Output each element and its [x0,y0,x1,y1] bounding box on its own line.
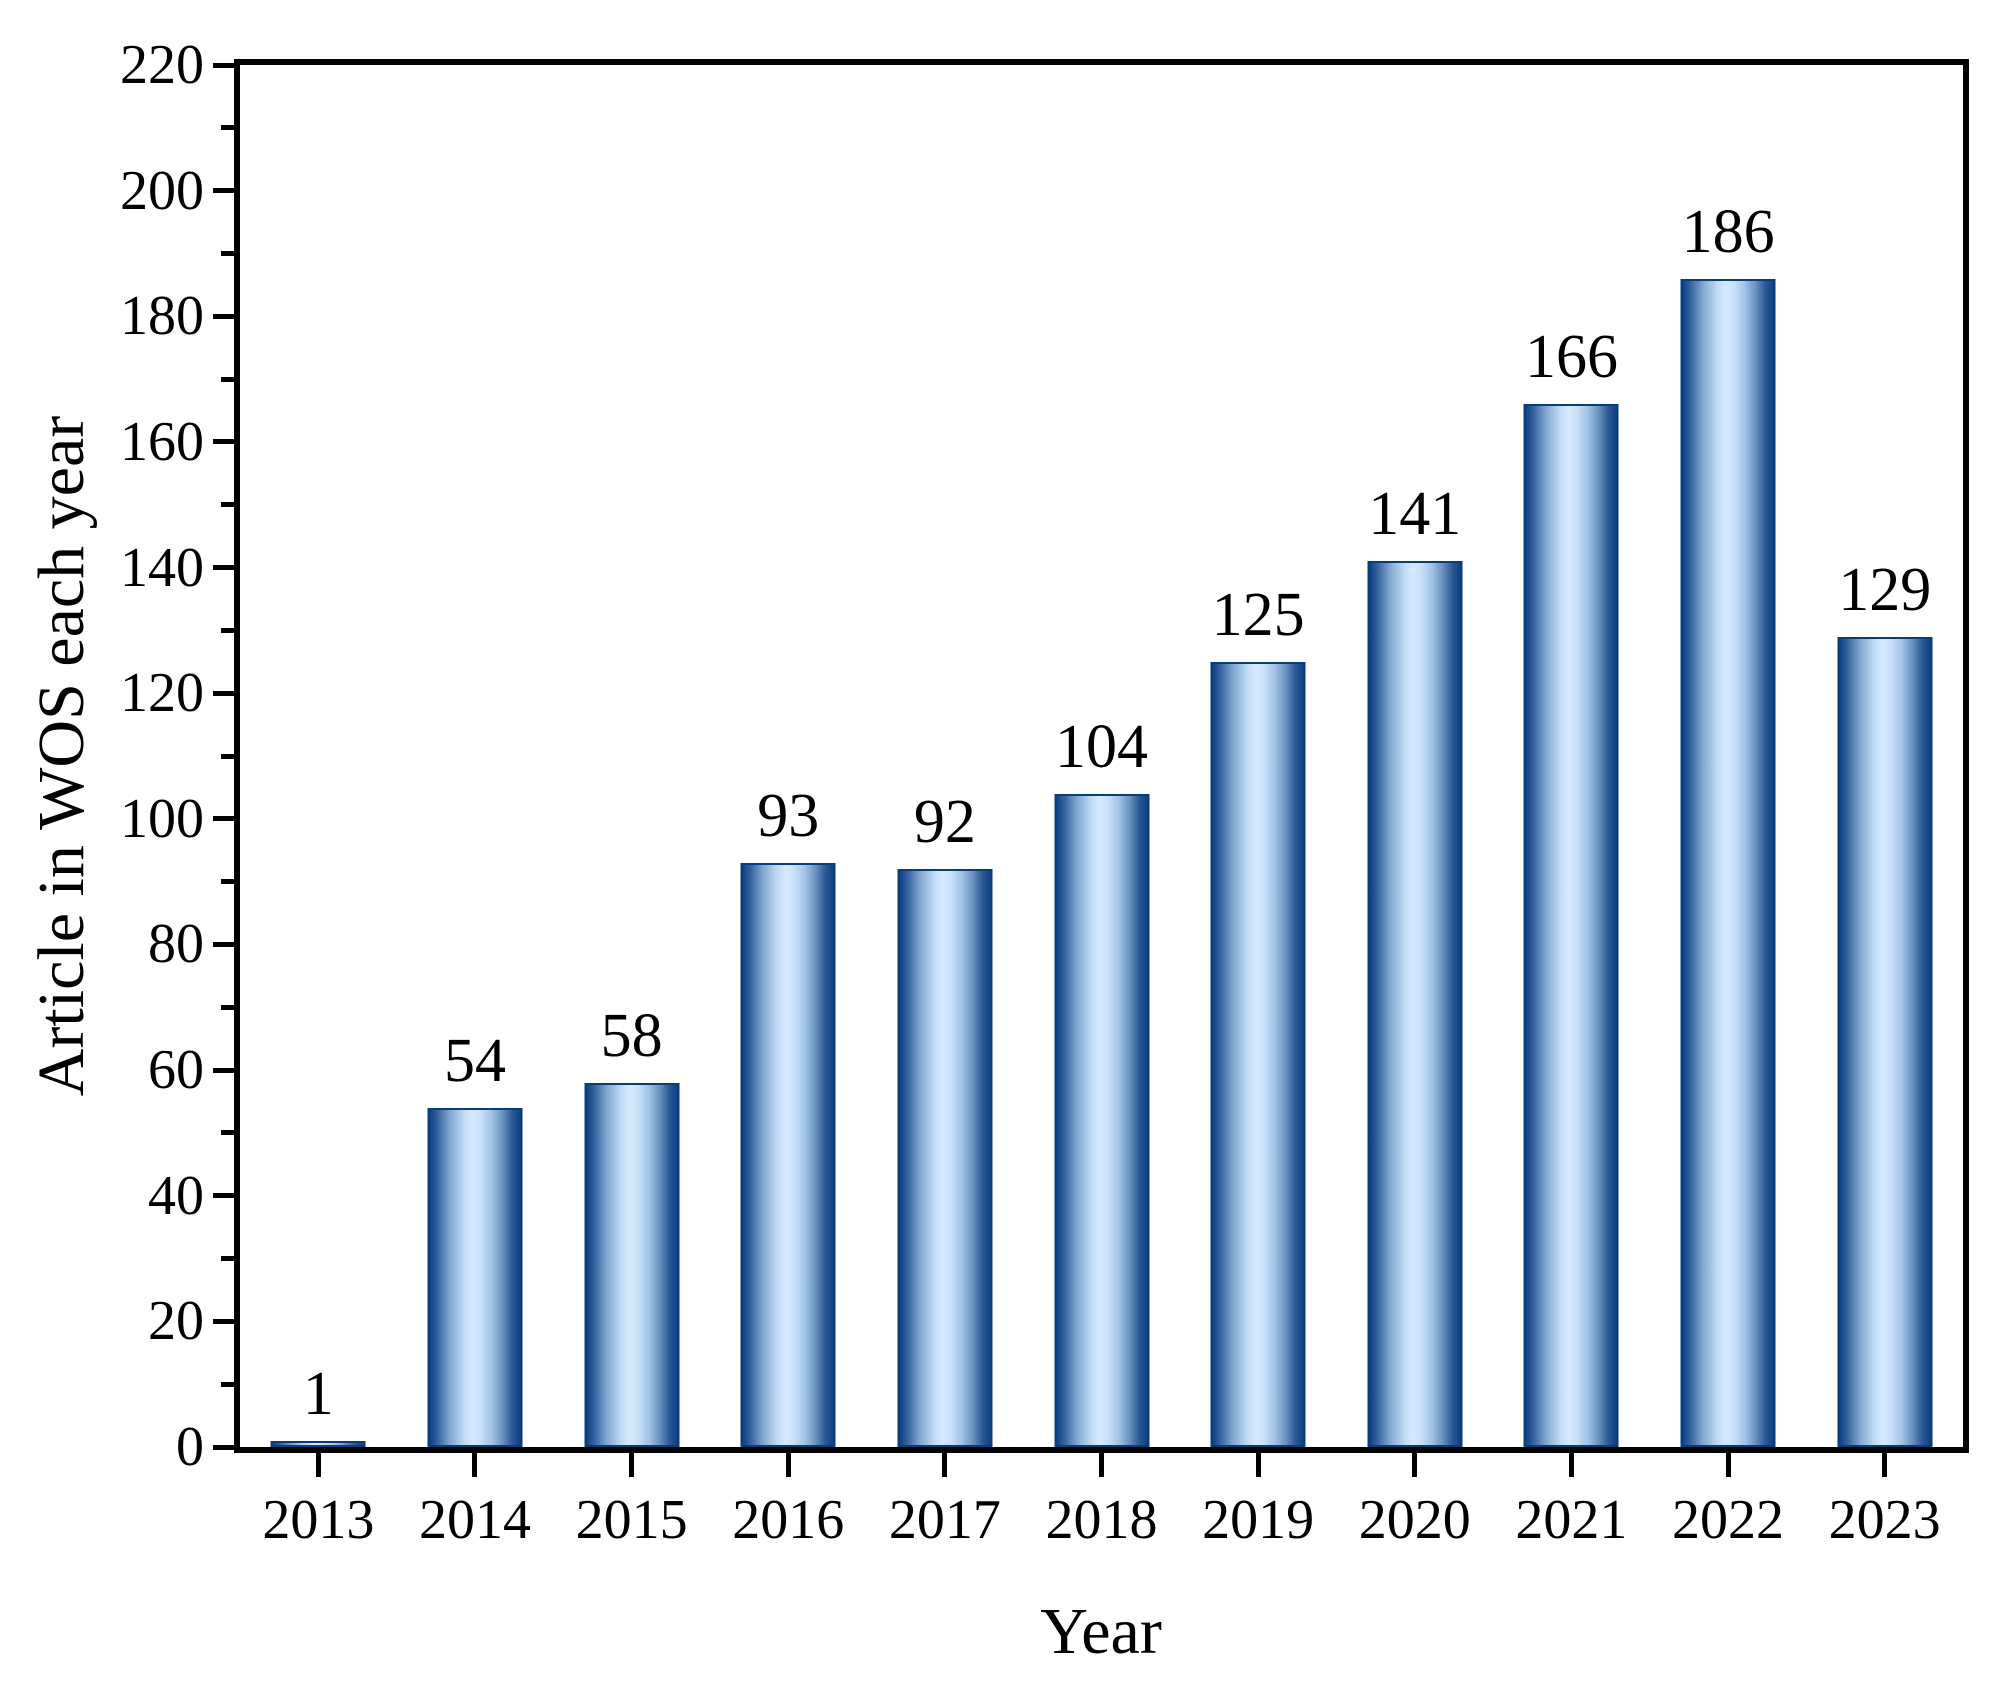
y-tick-0 [213,1444,234,1450]
bar-value-label-2017: 92 [913,788,976,857]
bar-slot: 129 [1806,65,1963,1447]
y-minor-tick-210 [221,125,234,131]
y-minor-tick-150 [221,502,234,508]
x-tick-label-2023: 2023 [1828,1489,1941,1551]
y-minor-tick-110 [221,753,234,759]
bar-value-label-2023: 129 [1838,555,1932,624]
y-minor-tick-10 [221,1381,234,1387]
bar-slot: 1 [240,65,397,1447]
y-tick-180 [213,313,234,319]
x-tick-2016 [785,1453,791,1477]
x-tick-2017 [942,1453,948,1477]
bar-value-label-2016: 93 [757,781,820,850]
x-tick-label-2022: 2022 [1672,1489,1785,1551]
bar-value-label-2020: 141 [1368,480,1462,549]
y-tick-120 [213,690,234,696]
y-minor-tick-90 [221,879,234,885]
x-tick-label-2018: 2018 [1045,1489,1158,1551]
bar-2021 [1523,404,1619,1447]
bar-value-label-2015: 58 [600,1001,663,1070]
y-minor-tick-30 [221,1256,234,1262]
y-tick-label-100: 100 [120,787,204,850]
x-tick-2014 [472,1453,478,1477]
bar-value-label-2021: 166 [1524,323,1618,392]
y-tick-label-0: 0 [176,1416,204,1478]
y-axis-title: Article in WOS each year [25,415,98,1097]
y-tick-100 [213,816,234,822]
bar-value-label-2022: 186 [1681,197,1775,266]
y-tick-label-120: 120 [120,662,204,725]
x-tick-label-2020: 2020 [1358,1489,1471,1551]
bar-2017 [897,869,993,1447]
y-tick-220 [213,62,234,68]
x-axis-title: Year [1040,1595,1162,1668]
y-tick-label-80: 80 [148,913,204,976]
y-minor-tick-130 [221,627,234,633]
y-tick-label-60: 60 [148,1039,204,1102]
bars-layer: 1 54 58 93 92 104 125 141 166 186 129 [240,65,1963,1447]
y-minor-tick-70 [221,1004,234,1010]
x-tick-label-2016: 2016 [732,1489,845,1551]
y-tick-label-140: 140 [120,536,204,599]
y-minor-tick-190 [221,250,234,256]
bar-2019 [1210,661,1306,1447]
bar-2020 [1367,561,1463,1447]
bar-slot: 58 [553,65,710,1447]
y-tick-label-220: 220 [120,34,204,96]
x-tick-2019 [1255,1453,1261,1477]
x-tick-label-2014: 2014 [418,1489,531,1551]
bar-slot: 104 [1023,65,1180,1447]
bar-2016 [740,862,836,1447]
y-tick-140 [213,565,234,571]
bar-value-label-2013: 1 [302,1359,334,1428]
bar-value-label-2014: 54 [443,1026,506,1095]
bar-2014 [427,1107,523,1447]
y-minor-tick-50 [221,1130,234,1136]
bar-slot: 141 [1336,65,1493,1447]
y-tick-label-40: 40 [148,1164,204,1227]
x-tick-2018 [1099,1453,1104,1477]
y-tick-200 [213,188,234,194]
x-tick-label-2013: 2013 [262,1489,375,1551]
y-tick-80 [213,941,234,947]
y-tick-label-200: 200 [120,159,204,222]
x-tick-label-2021: 2021 [1515,1489,1628,1551]
bar-2022 [1680,278,1776,1447]
y-tick-label-180: 180 [120,285,204,348]
x-tick-label-2017: 2017 [888,1489,1001,1551]
x-tick-2022 [1725,1453,1731,1477]
bar-2015 [584,1082,680,1447]
y-tick-label-160: 160 [120,410,204,473]
y-tick-60 [213,1067,234,1073]
bar-slot: 125 [1180,65,1337,1447]
x-tick-label-2015: 2015 [575,1489,688,1551]
bar-slot: 166 [1493,65,1650,1447]
bar-2023 [1837,636,1933,1447]
x-tick-2020 [1412,1453,1418,1477]
x-tick-label-2019: 2019 [1202,1489,1315,1551]
bar-2013 [270,1440,366,1447]
x-tick-2021 [1568,1453,1574,1477]
y-tick-20 [213,1318,234,1324]
bar-2018 [1054,793,1150,1447]
x-tick-2013 [315,1453,321,1477]
y-tick-40 [213,1193,234,1199]
bar-slot: 93 [710,65,867,1447]
x-tick-2023 [1882,1453,1888,1477]
x-tick-2015 [629,1453,635,1477]
bar-slot: 54 [397,65,554,1447]
bar-slot: 186 [1650,65,1807,1447]
bar-slot: 92 [867,65,1024,1447]
bar-value-label-2018: 104 [1055,712,1149,781]
y-tick-160 [213,439,234,445]
y-minor-tick-170 [221,376,234,382]
y-tick-label-20: 20 [148,1290,204,1353]
bar-value-label-2019: 125 [1211,580,1305,649]
